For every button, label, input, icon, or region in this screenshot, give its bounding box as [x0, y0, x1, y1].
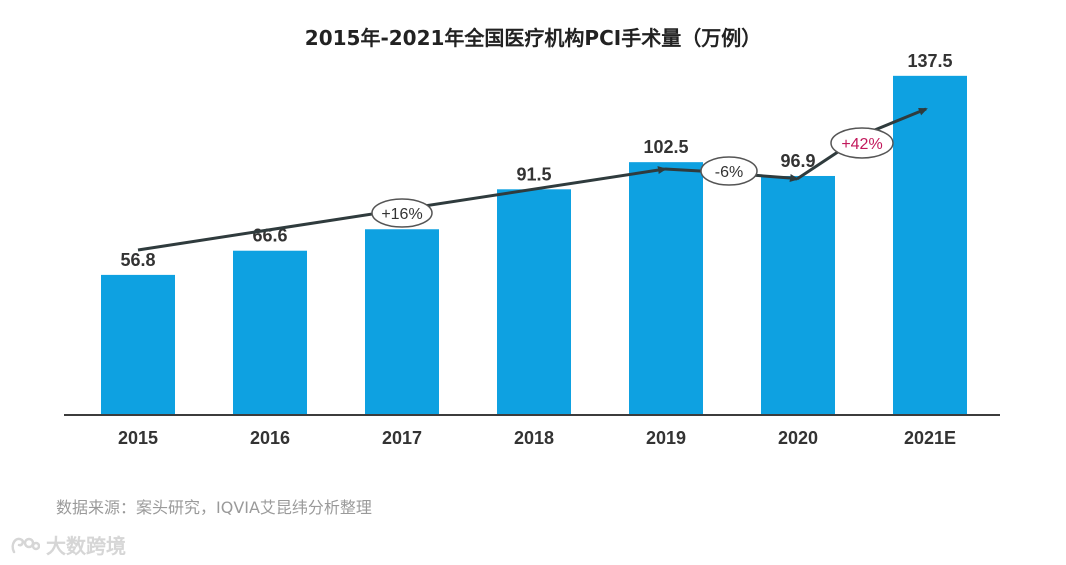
x-tick-label-2019: 2019 — [646, 428, 686, 448]
value-label-2021E: 137.5 — [907, 51, 952, 71]
annotation-label-1: +16% — [381, 206, 422, 223]
x-tick-label-2018: 2018 — [514, 428, 554, 448]
bar-2019 — [629, 162, 703, 415]
x-tick-label-2017: 2017 — [382, 428, 422, 448]
value-label-2018: 91.5 — [516, 164, 551, 184]
watermark-logo-icon — [11, 537, 40, 553]
watermark-text: 大数跨境 — [46, 534, 126, 558]
x-tick-label-2015: 2015 — [118, 428, 158, 448]
watermark: 大数跨境 — [10, 530, 126, 559]
bar-2018 — [497, 189, 571, 415]
x-tick-label-2020: 2020 — [778, 428, 818, 448]
value-label-2020: 96.9 — [780, 151, 815, 171]
chart-svg: 56.8201566.6201675.3201791.52018102.5201… — [64, 51, 1000, 448]
bar-2021E — [893, 75, 967, 415]
bar-2015 — [101, 274, 175, 415]
value-label-2019: 102.5 — [643, 137, 688, 157]
chart-title: 2015年-2021年全国医疗机构PCI手术量（万例） — [304, 26, 762, 50]
source-note: 数据来源：案头研究，IQVIA艾昆纬分析整理 — [56, 498, 372, 517]
x-tick-label-2021E: 2021E — [904, 428, 956, 448]
annotation-bubble-3 — [830, 127, 894, 159]
value-label-2015: 56.8 — [120, 250, 155, 270]
annotation-bubble-1 — [371, 198, 433, 228]
bar-2020 — [761, 175, 835, 415]
x-tick-label-2016: 2016 — [250, 428, 290, 448]
bar-2016 — [233, 250, 307, 415]
annotation-label-3: +42% — [841, 136, 882, 153]
bar-2017 — [365, 229, 439, 415]
annotation-bubble-2 — [700, 156, 758, 186]
annotation-label-2: -6% — [715, 164, 743, 181]
